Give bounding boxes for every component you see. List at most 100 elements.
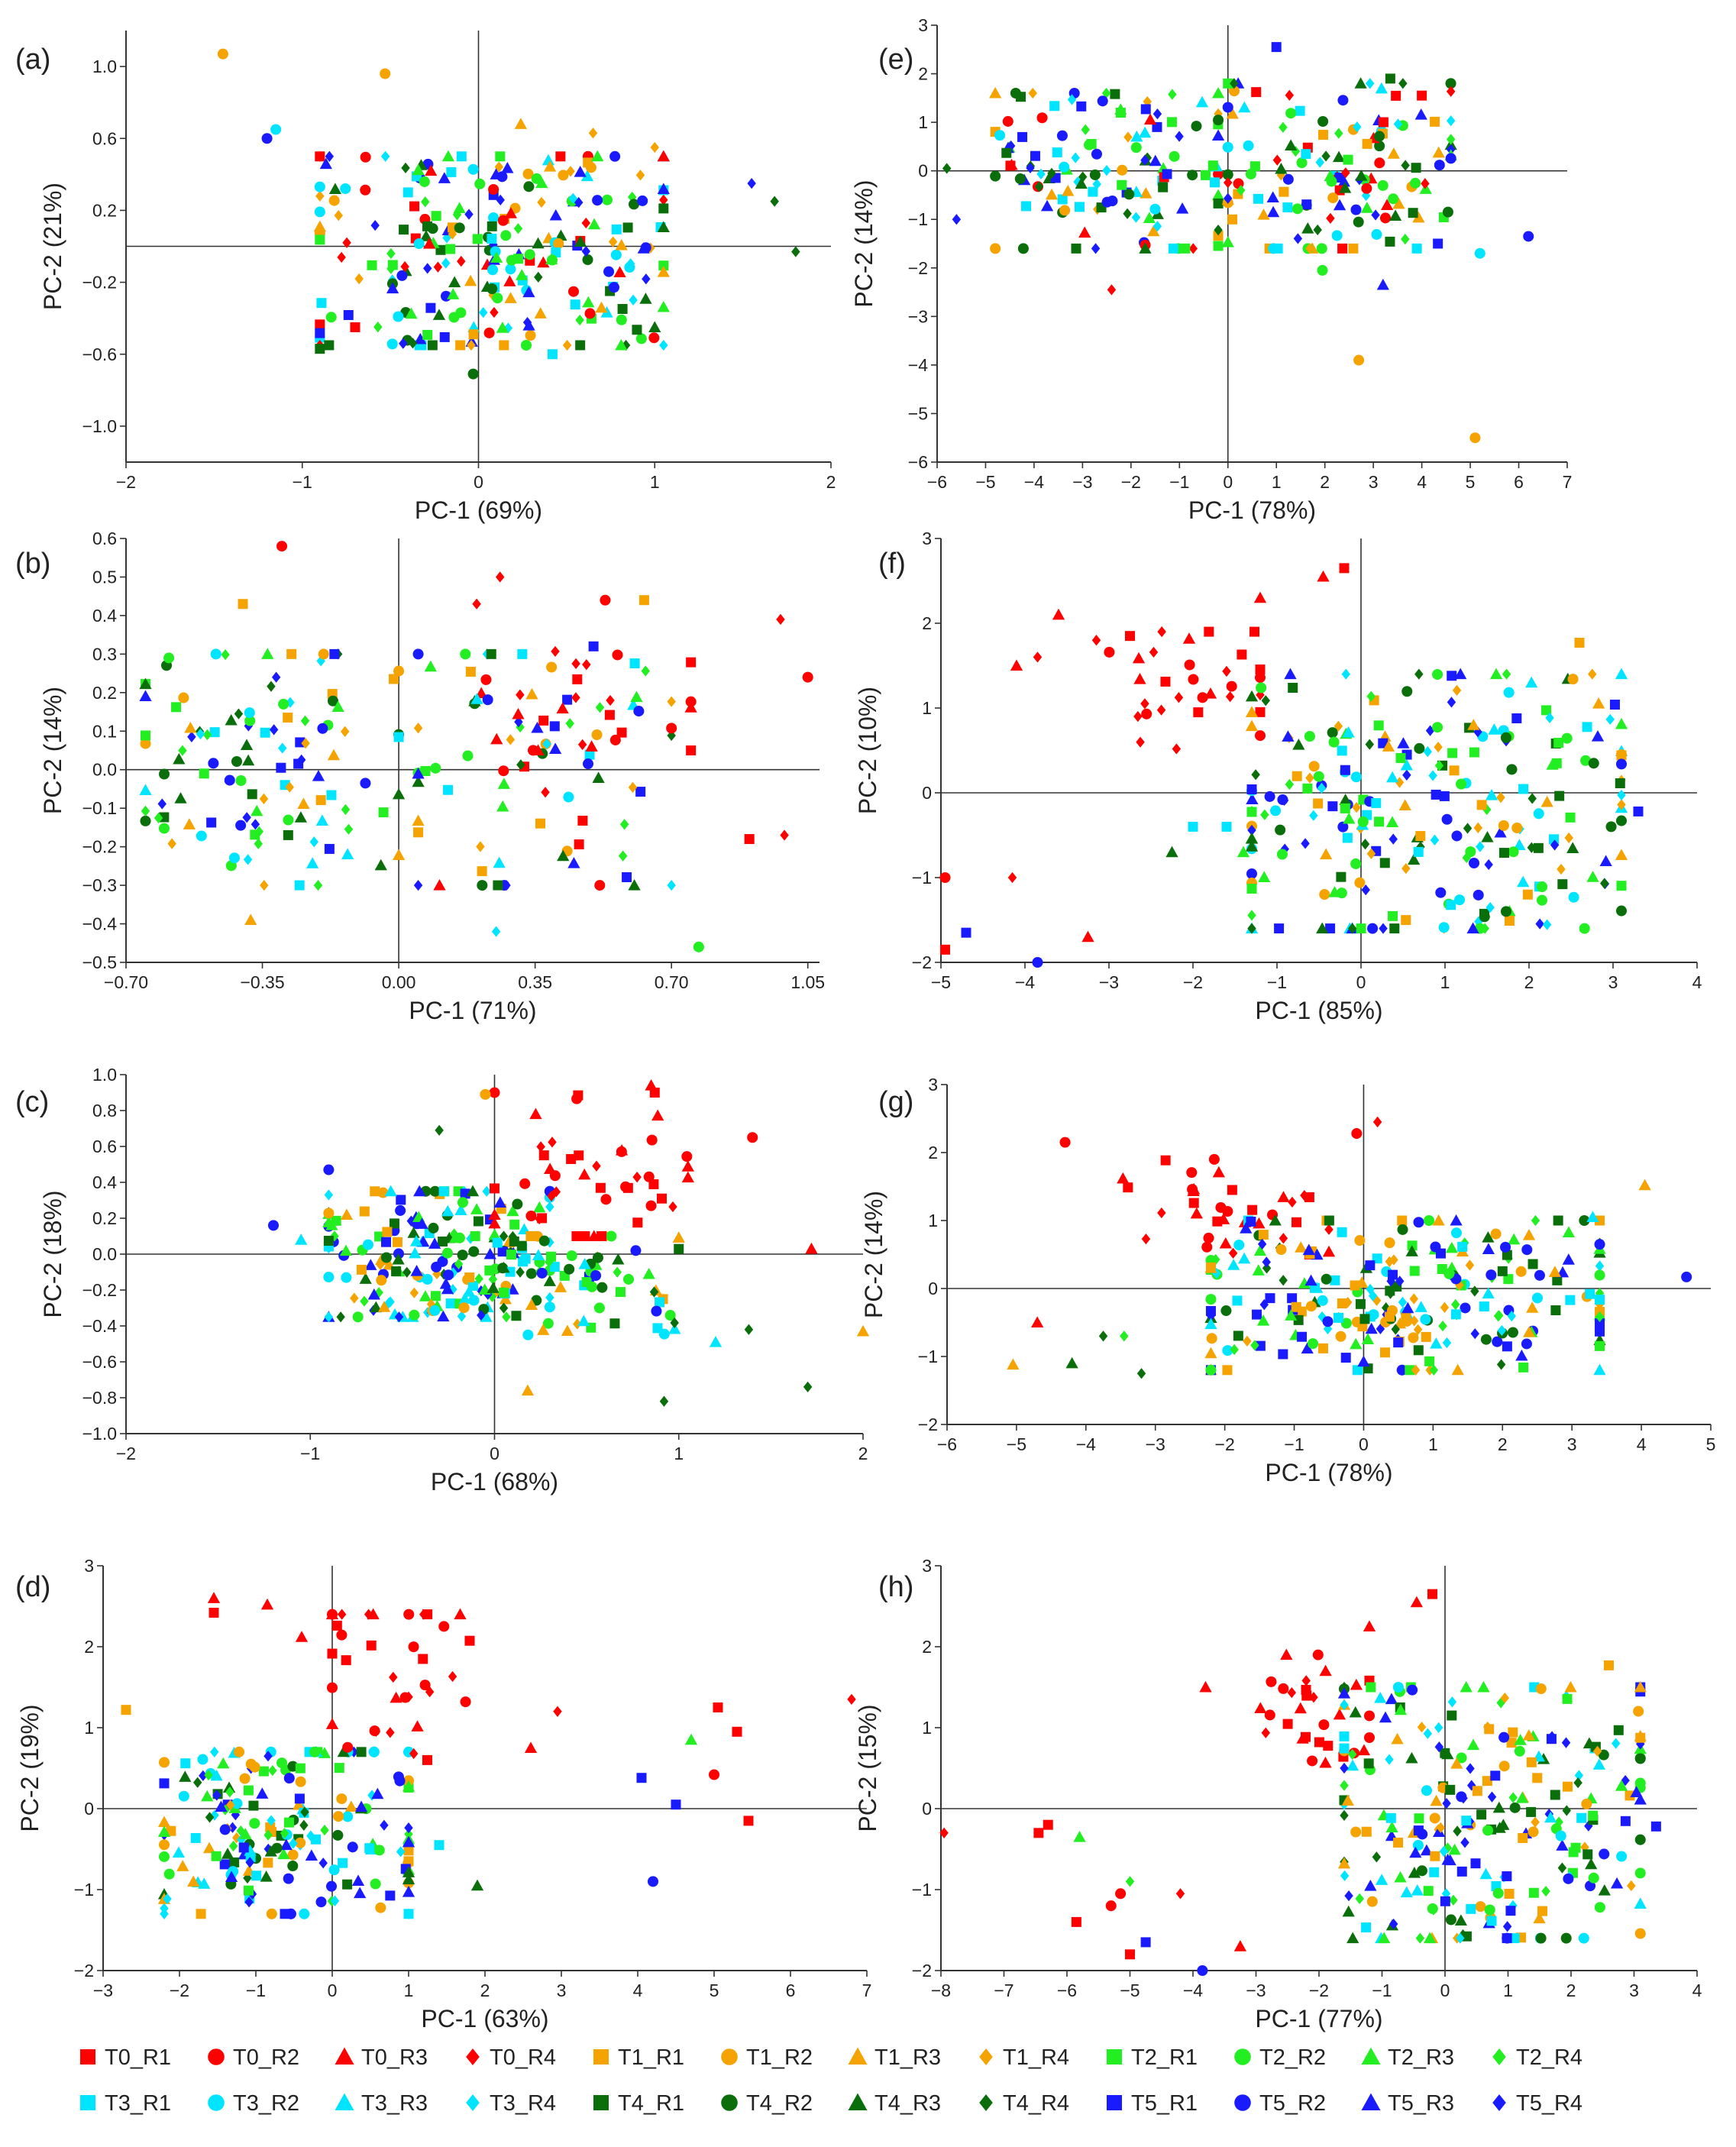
data-point: [356, 1747, 367, 1757]
data-point: [1434, 741, 1443, 753]
data-point: [566, 1250, 577, 1262]
data-point: [629, 294, 638, 306]
data-point: [1396, 1364, 1408, 1376]
data-point: [166, 1825, 176, 1836]
data-point: [157, 1816, 171, 1828]
data-point: [1566, 842, 1579, 853]
y-axis-title: PC-2 (14%): [860, 1191, 887, 1318]
data-point: [225, 713, 238, 726]
data-point: [359, 1206, 370, 1217]
data-point: [1492, 1887, 1504, 1899]
data-point: [1500, 906, 1512, 917]
data-point: [1378, 1932, 1391, 1944]
data-point: [939, 1827, 949, 1838]
data-point: [340, 726, 350, 737]
legend-label: T1_R3: [874, 2045, 941, 2070]
data-point: [1252, 1309, 1262, 1320]
data-point: [1430, 1794, 1443, 1806]
data-point: [564, 1263, 575, 1275]
data-point: [1507, 1327, 1518, 1338]
x-tick-label: −4: [1076, 1434, 1096, 1454]
data-point: [1440, 1748, 1450, 1758]
data-point: [1036, 168, 1046, 179]
data-point: [320, 1824, 329, 1836]
data-point: [1097, 95, 1108, 107]
data-point: [1123, 1182, 1133, 1193]
data-point: [651, 1305, 662, 1317]
data-point: [613, 1266, 622, 1278]
data-point: [462, 750, 474, 761]
data-point: [1509, 1802, 1521, 1813]
y-tick-label: 1.0: [92, 1065, 117, 1085]
data-point: [431, 1261, 442, 1272]
data-point: [657, 150, 670, 162]
data-point: [1545, 712, 1554, 724]
data-point: [351, 1874, 365, 1887]
data-point: [1033, 1828, 1044, 1838]
data-point: [629, 658, 640, 669]
data-point: [324, 1242, 334, 1254]
data-point: [520, 339, 532, 351]
data-point: [1204, 1261, 1217, 1273]
data-point: [548, 1137, 557, 1148]
data-point: [600, 594, 611, 606]
panel-label: (f): [878, 548, 906, 580]
data-point: [648, 1179, 659, 1189]
data-point: [584, 749, 595, 760]
data-point: [396, 1846, 406, 1858]
x-tick-label: 4: [1417, 472, 1427, 492]
data-point: [1131, 212, 1141, 223]
data-point: [1272, 243, 1283, 254]
data-point: [1307, 1338, 1319, 1350]
data-point: [1347, 1748, 1357, 1760]
data-point: [684, 1733, 698, 1745]
data-point: [412, 767, 425, 779]
data-point: [1392, 1681, 1404, 1693]
data-point: [1254, 730, 1266, 742]
legend-label: T0_R1: [105, 2045, 171, 2070]
data-point: [671, 1799, 681, 1810]
legend-item-t2-r1: T2_R1: [1107, 2045, 1198, 2070]
data-point: [443, 784, 454, 795]
legend-marker: [848, 2093, 868, 2110]
panel-label: (c): [15, 1086, 49, 1118]
data-point: [609, 734, 621, 745]
data-point: [1285, 139, 1298, 150]
data-point: [1468, 857, 1480, 869]
data-point: [287, 1860, 299, 1872]
data-point: [1067, 94, 1077, 105]
data-point: [1374, 157, 1385, 169]
data-point: [1423, 1728, 1433, 1739]
data-point: [1408, 1866, 1421, 1878]
data-point: [1432, 722, 1443, 733]
data-point: [499, 1230, 509, 1242]
data-point: [1318, 129, 1329, 140]
data-point: [1075, 177, 1088, 189]
y-tick-label: −3: [908, 306, 928, 326]
data-point: [1272, 154, 1282, 166]
data-point: [198, 1877, 211, 1889]
data-point: [503, 322, 513, 334]
data-point: [658, 203, 669, 214]
data-point: [1582, 1737, 1596, 1749]
data-point: [1514, 1734, 1527, 1745]
data-point: [362, 1239, 373, 1250]
data-point: [1393, 118, 1403, 130]
data-point: [140, 815, 151, 826]
data-point: [535, 818, 545, 829]
data-point: [1514, 1745, 1525, 1757]
data-point: [1223, 78, 1233, 89]
data-point: [1451, 1363, 1464, 1376]
data-point: [538, 1235, 550, 1246]
data-point: [413, 1185, 426, 1197]
data-point: [1506, 764, 1518, 775]
data-point: [595, 702, 605, 713]
data-point: [1405, 1365, 1415, 1376]
data-point: [1557, 863, 1566, 875]
data-point: [276, 762, 286, 773]
panel-a: (a)−2 −1 0 1 2−1.0−0.6−0.20.20.61.0PC-1 (69%…: [15, 31, 836, 524]
data-point: [1397, 1215, 1408, 1226]
data-point: [1302, 1243, 1315, 1256]
data-point: [454, 1608, 467, 1620]
